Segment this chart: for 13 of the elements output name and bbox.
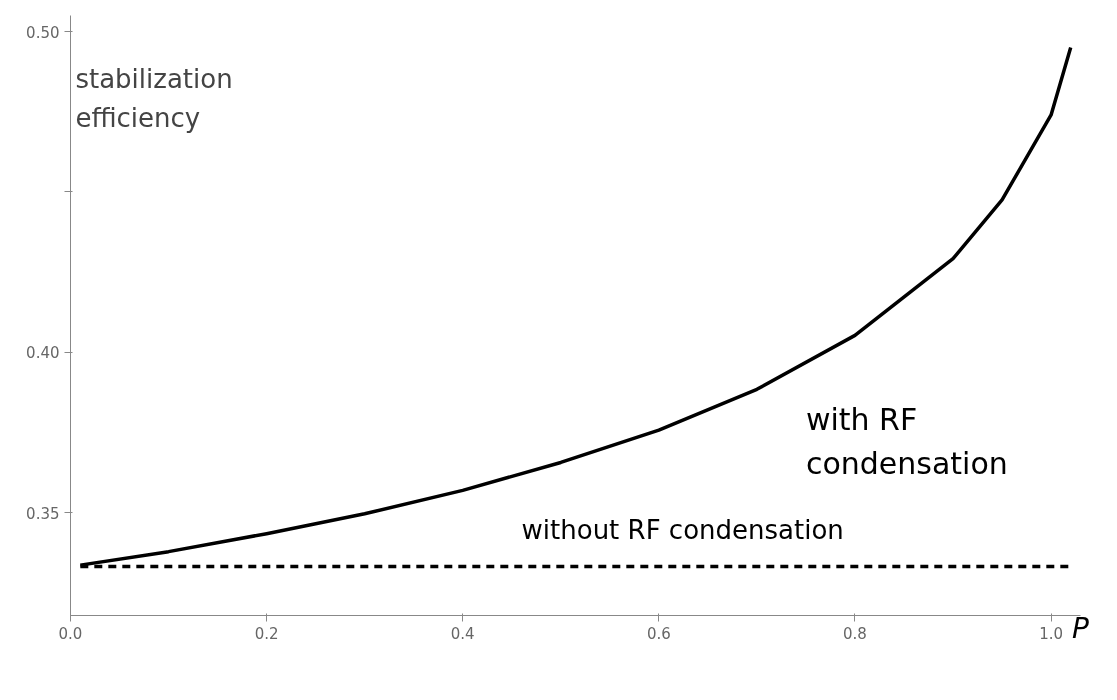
x-axis-title: P — [1072, 611, 1090, 645]
x-tick-label: 0.0 — [58, 624, 83, 643]
y-tick-label: 0.40 — [26, 344, 60, 363]
x-tick-label: 0.4 — [450, 624, 475, 643]
x-tick-label: 0.2 — [254, 624, 279, 643]
y-axis-title: stabilization efficiency — [75, 63, 233, 133]
x-tick-label: 1.0 — [1039, 624, 1064, 643]
y-tick-label: 0.50 — [26, 23, 60, 42]
x-tick-label: 0.6 — [646, 624, 671, 643]
series-label: without RF condensation — [521, 515, 844, 546]
series-label: with RF condensation — [805, 402, 1008, 482]
y-tick-label: 0.35 — [26, 504, 60, 523]
x-tick-label: 0.8 — [843, 624, 867, 643]
